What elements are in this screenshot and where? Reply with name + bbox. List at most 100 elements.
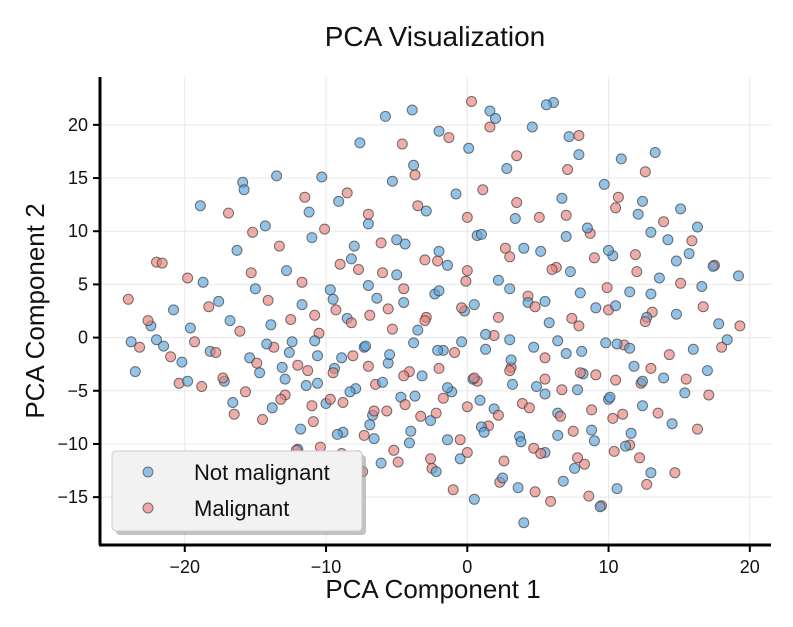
axis-ticks: −20 −10 0 10 20 −15 −10 −5 0 5 10 15 20 — [57, 115, 759, 577]
point-malignant — [334, 258, 346, 270]
point-not-malignant — [283, 347, 295, 358]
point-malignant — [285, 314, 297, 325]
point-malignant — [432, 255, 444, 267]
point-malignant — [692, 423, 703, 435]
point-malignant — [386, 323, 398, 335]
point-not-malignant — [362, 280, 374, 291]
point-not-malignant — [384, 349, 396, 361]
point-not-malignant — [300, 380, 312, 391]
point-not-malignant — [227, 397, 239, 408]
point-malignant — [165, 351, 177, 363]
point-malignant — [196, 381, 208, 392]
x-tick-label: −10 — [311, 557, 342, 577]
point-malignant — [669, 467, 681, 479]
point-not-malignant — [666, 418, 678, 430]
point-not-malignant — [360, 340, 372, 352]
point-not-malignant — [687, 343, 699, 355]
point-malignant — [203, 301, 215, 313]
point-not-malignant — [590, 302, 602, 314]
point-malignant — [456, 302, 468, 314]
point-not-malignant — [306, 232, 318, 244]
point-not-malignant — [456, 336, 468, 348]
point-malignant — [447, 484, 459, 496]
y-tick-label: 10 — [68, 221, 88, 241]
point-malignant — [461, 265, 473, 277]
point-malignant — [539, 373, 551, 385]
point-malignant — [309, 309, 321, 321]
y-tick-label: 5 — [78, 274, 88, 294]
legend-label-malignant: Malignant — [194, 496, 289, 521]
point-malignant — [460, 275, 472, 287]
point-malignant — [492, 311, 504, 323]
point-not-malignant — [603, 244, 614, 256]
point-malignant — [217, 372, 229, 384]
point-malignant — [245, 267, 257, 279]
point-malignant — [257, 414, 268, 425]
point-not-malignant — [265, 319, 277, 331]
point-not-malignant — [707, 260, 719, 272]
point-malignant — [645, 362, 657, 374]
point-not-malignant — [637, 400, 648, 412]
point-not-malignant — [531, 381, 542, 392]
point-not-malignant — [375, 457, 387, 469]
point-not-malignant — [433, 285, 445, 297]
point-malignant — [461, 401, 473, 413]
x-axis-label: PCA Component 1 — [325, 574, 540, 604]
point-not-malignant — [432, 344, 444, 356]
point-malignant — [430, 407, 442, 419]
point-malignant — [327, 367, 339, 379]
point-not-malignant — [333, 195, 345, 207]
point-not-malignant — [379, 110, 391, 122]
point-not-malignant — [653, 272, 665, 284]
point-malignant — [425, 453, 437, 465]
point-not-malignant — [406, 104, 418, 116]
point-not-malignant — [279, 373, 291, 385]
point-malignant — [419, 254, 431, 266]
point-not-malignant — [474, 394, 486, 406]
y-tick-label: 20 — [68, 115, 88, 135]
point-not-malignant — [454, 453, 466, 465]
point-malignant — [504, 251, 516, 263]
point-not-malignant — [598, 178, 610, 190]
point-not-malignant — [569, 462, 581, 474]
point-not-malignant — [713, 318, 725, 330]
point-not-malignant — [539, 295, 551, 307]
point-not-malignant — [276, 361, 288, 373]
point-not-malignant — [442, 259, 453, 271]
point-not-malignant — [129, 366, 141, 378]
point-malignant — [716, 341, 728, 353]
point-not-malignant — [344, 386, 356, 398]
point-not-malignant — [409, 390, 421, 402]
point-not-malignant — [604, 391, 616, 403]
point-malignant — [612, 191, 624, 203]
point-not-malignant — [420, 205, 432, 217]
point-malignant — [641, 478, 653, 490]
point-malignant — [504, 365, 516, 377]
point-malignant — [364, 309, 376, 321]
point-malignant — [703, 389, 715, 401]
point-malignant — [607, 412, 619, 424]
point-malignant — [330, 304, 342, 316]
point-malignant — [610, 374, 622, 386]
point-malignant — [477, 184, 489, 196]
point-malignant — [409, 169, 421, 181]
point-malignant — [511, 150, 523, 162]
point-not-malignant — [658, 372, 670, 384]
point-malignant — [182, 272, 194, 284]
point-not-malignant — [679, 387, 691, 399]
point-not-malignant — [364, 419, 376, 431]
point-not-malignant — [408, 337, 420, 349]
point-malignant — [299, 191, 311, 203]
point-malignant — [529, 486, 541, 498]
point-not-malignant — [362, 218, 374, 230]
point-malignant — [610, 202, 622, 214]
point-not-malignant — [484, 105, 496, 117]
point-malignant — [639, 316, 651, 328]
point-not-malignant — [588, 435, 600, 447]
point-not-malignant — [309, 335, 321, 347]
point-malignant — [262, 294, 274, 306]
point-not-malignant — [391, 269, 403, 281]
point-malignant — [302, 365, 314, 377]
point-not-malignant — [518, 517, 530, 529]
